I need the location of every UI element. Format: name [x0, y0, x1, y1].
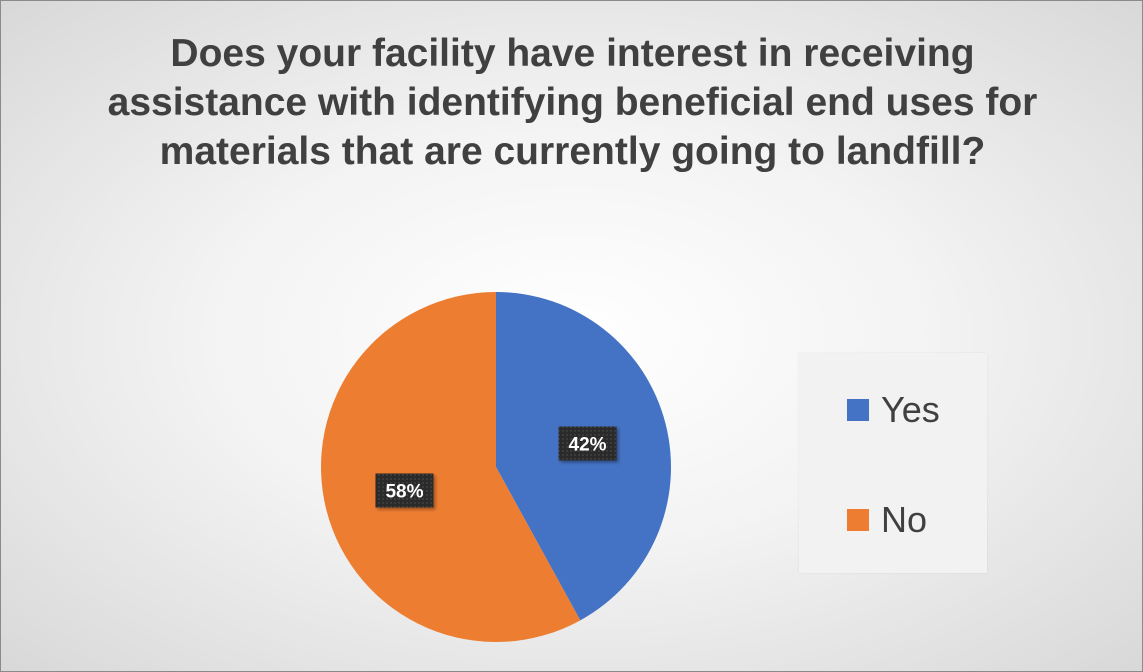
legend-swatch-no	[847, 509, 869, 531]
legend-label-yes: Yes	[881, 389, 940, 430]
data-label-yes: 42%	[558, 426, 617, 461]
data-label-text: 58%	[385, 482, 423, 503]
chart-title: Does your facility have interest in rece…	[107, 32, 1038, 173]
legend-swatch-yes	[847, 399, 869, 421]
legend-label-no: No	[881, 499, 928, 540]
data-label-no: 58%	[375, 473, 434, 508]
data-label-text: 42%	[569, 434, 607, 455]
data-label-box	[375, 473, 434, 508]
legend-item-yes: Yes	[847, 390, 940, 430]
legend: Yes No	[799, 353, 987, 573]
data-label-box	[558, 426, 617, 461]
legend-item-no: No	[847, 500, 927, 540]
pie-slice-no	[320, 292, 581, 642]
